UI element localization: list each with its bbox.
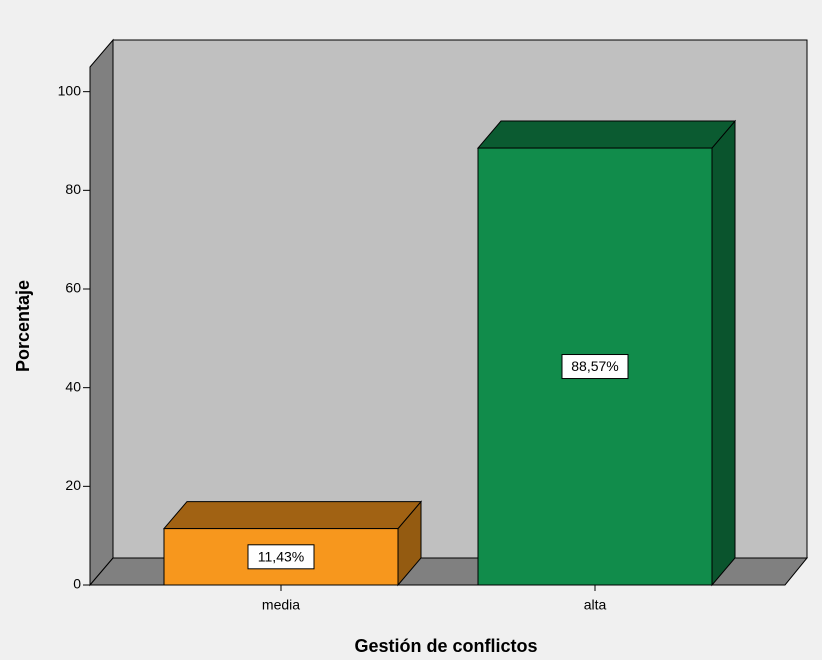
- y-tick-label: 80: [65, 181, 81, 197]
- bar-side: [711, 119, 736, 587]
- value-label: 88,57%: [571, 358, 618, 374]
- value-label-box: [561, 354, 629, 380]
- y-tick-label: 100: [58, 82, 82, 98]
- value-label-box: [247, 544, 315, 570]
- y-tick-label: 40: [65, 378, 81, 394]
- y-tick-label: 60: [65, 280, 81, 296]
- y-axis-title: Porcentaje: [13, 280, 33, 372]
- x-axis-title: Gestión de conflictos: [354, 636, 537, 656]
- x-tick-label: alta: [584, 597, 607, 613]
- bar-top: [476, 120, 737, 149]
- x-tick-label: media: [262, 597, 300, 613]
- value-label: 11,43%: [258, 549, 304, 565]
- y-tick-label: 0: [73, 576, 81, 592]
- bar-top: [162, 501, 423, 530]
- left-wall: [89, 38, 114, 587]
- y-tick-label: 20: [65, 477, 81, 493]
